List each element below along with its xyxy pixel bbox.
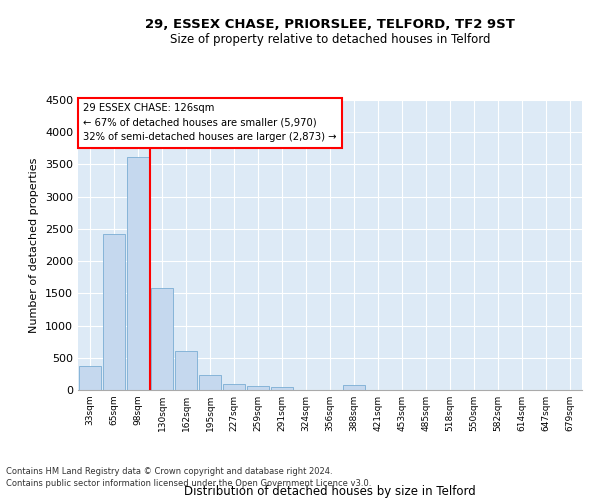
Text: Contains HM Land Registry data © Crown copyright and database right 2024.: Contains HM Land Registry data © Crown c… <box>6 467 332 476</box>
Bar <box>79 366 101 390</box>
Bar <box>199 374 221 390</box>
Bar <box>343 386 365 390</box>
Text: Distribution of detached houses by size in Telford: Distribution of detached houses by size … <box>184 484 476 498</box>
Text: 29 ESSEX CHASE: 126sqm
← 67% of detached houses are smaller (5,970)
32% of semi-: 29 ESSEX CHASE: 126sqm ← 67% of detached… <box>83 103 337 142</box>
Bar <box>127 156 149 390</box>
Bar <box>223 384 245 390</box>
Bar <box>151 288 173 390</box>
Bar <box>271 388 293 390</box>
Bar <box>103 234 125 390</box>
Text: 29, ESSEX CHASE, PRIORSLEE, TELFORD, TF2 9ST: 29, ESSEX CHASE, PRIORSLEE, TELFORD, TF2… <box>145 18 515 30</box>
Text: Size of property relative to detached houses in Telford: Size of property relative to detached ho… <box>170 32 490 46</box>
Text: Contains public sector information licensed under the Open Government Licence v3: Contains public sector information licen… <box>6 478 371 488</box>
Bar <box>247 386 269 390</box>
Y-axis label: Number of detached properties: Number of detached properties <box>29 158 40 332</box>
Bar <box>175 352 197 390</box>
